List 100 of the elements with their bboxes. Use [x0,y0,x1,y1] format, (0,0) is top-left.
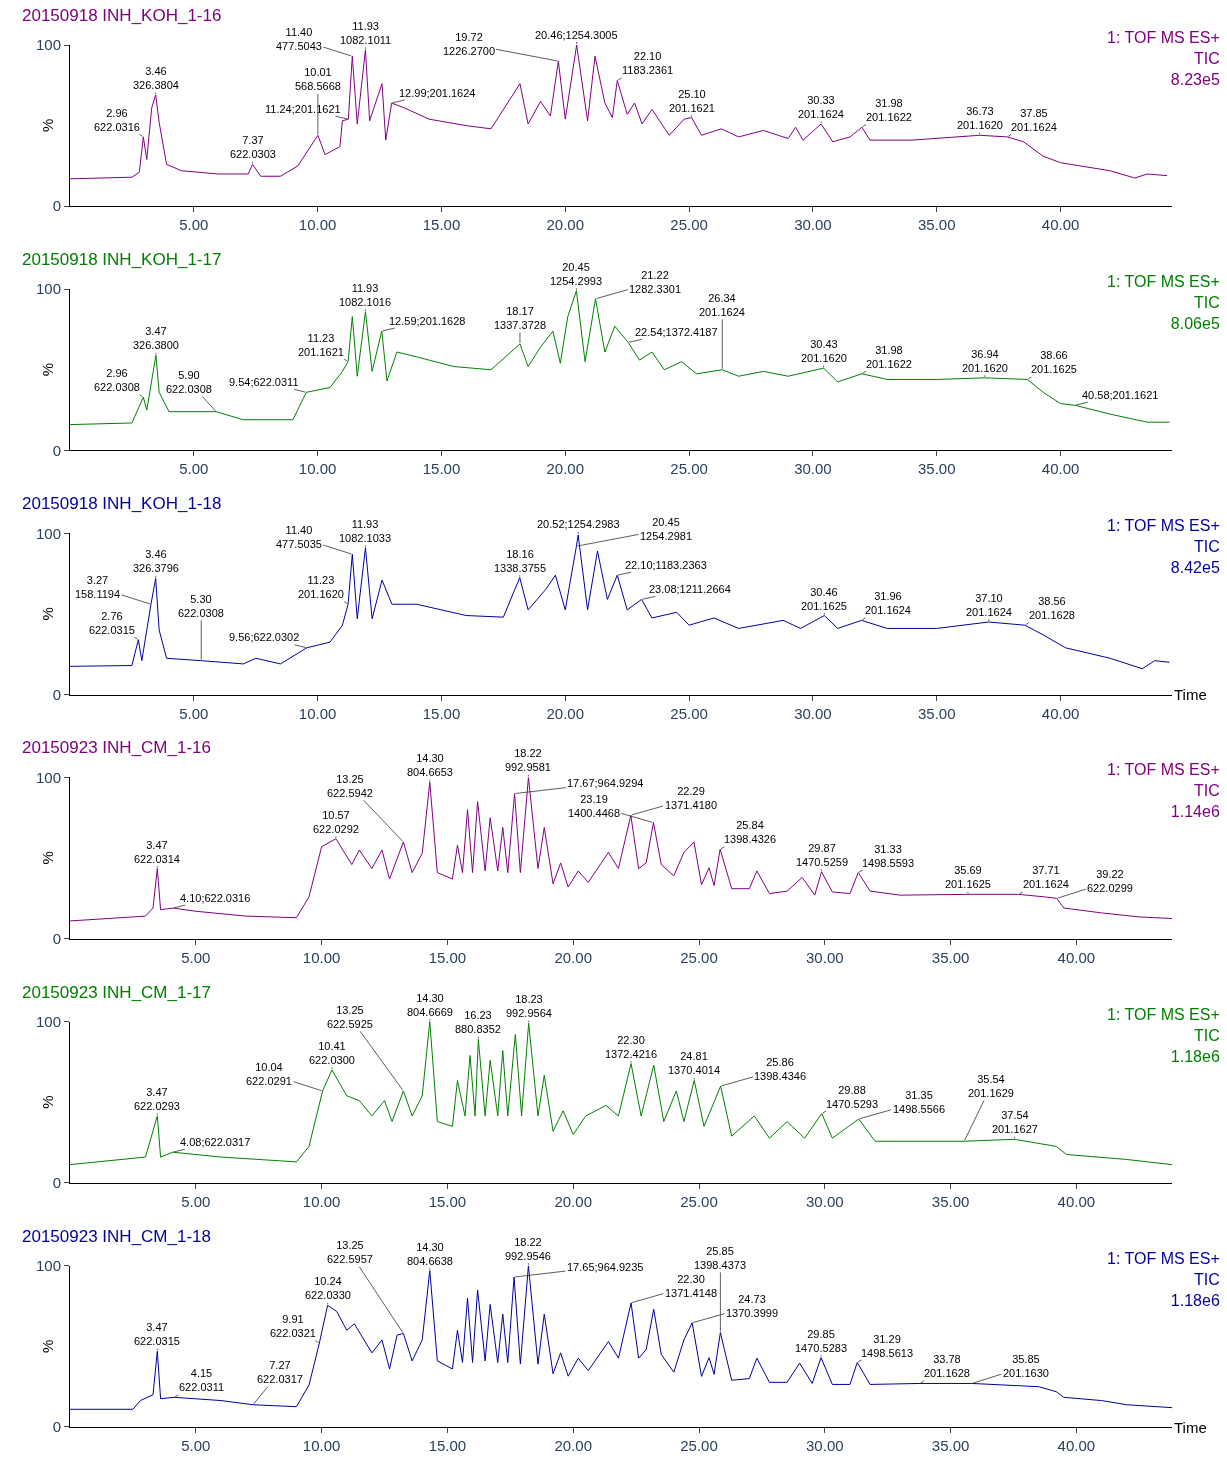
x-tick-label: 10.00 [298,460,337,478]
y-axis-title: % [39,1095,57,1109]
x-tick-label: 10.00 [302,1192,341,1210]
annotation: 36.73 201.1620 [957,105,1003,132]
x-tick-label: 5.00 [179,704,209,722]
annotation: 11.93 1082.1016 [339,282,391,309]
annotation: 37.54 201.1627 [992,1109,1038,1136]
annotation: 9.56;622.0302 [229,631,300,643]
annotation: 23.19 1400.4468 [568,793,620,820]
y-tick-label: 100 [35,36,61,54]
x-tick-label: 35.00 [931,1437,970,1454]
y-tick-label: 0 [52,929,61,947]
annotation: 20.45 1254.2993 [550,261,602,288]
annotation: 31.33 1498.5593 [862,843,914,870]
x-tick-label: 15.00 [422,460,461,478]
x-tick-label: 10.00 [298,704,337,722]
annotation: 24.81 1370.4014 [668,1050,720,1077]
annotation: 9.91 622.0321 [270,1313,316,1340]
annotation: 11.93 1082.1033 [339,518,391,545]
chart-title: 20150923 INH_CM_1-18 [22,1227,212,1246]
y-tick-label: 0 [52,197,61,215]
annotation: 25.86 1398.4346 [754,1056,806,1083]
annotation: 31.35 1498.5566 [893,1089,945,1116]
x-tick-label: 15.00 [428,1437,467,1454]
x-tick-label: 30.00 [806,948,844,966]
annotation: 1: TOF MS ES+ TIC 1.18e6 [1107,1006,1220,1065]
annotation: 14.30 804.6653 [407,752,453,779]
annotation: 31.98 201.1622 [866,97,912,124]
annotation: 18.22 992.9546 [505,1236,551,1263]
x-tick-label: 5.00 [181,948,211,966]
annotation: 25.85 1398.4373 [694,1245,746,1272]
annotation: 30.33 201.1624 [798,94,844,121]
x-tick-label: 10.00 [302,948,341,966]
annotation: 13.25 622.5957 [327,1239,373,1266]
annotation: 1: TOF MS ES+ TIC 8.42e5 [1107,517,1220,576]
annotation: 13.25 622.5942 [327,773,373,800]
x-tick-label: 35.00 [931,1192,970,1210]
x-tick-label: 40.00 [1057,1437,1096,1454]
annotation: 1: TOF MS ES+ TIC 8.23e5 [1107,29,1220,88]
x-tick-label: 5.00 [179,216,209,234]
annotation: 2.96 622.0308 [94,367,140,394]
annotation: 17.67;964.9294 [567,777,644,789]
x-tick-label: 35.00 [917,216,956,234]
annotation: 20.45 1254.2981 [640,516,692,543]
x-tick-label: 20.00 [554,1437,592,1454]
x-tick-label: 20.00 [554,948,592,966]
annotation: 24.73 1370.3999 [726,1293,778,1320]
chart-title: 20150923 INH_CM_1-17 [22,983,212,1002]
annotation: 22.54;1372.4187 [635,326,718,338]
annotation: 36.94 201.1620 [962,348,1008,375]
annotation: 3.47 622.0315 [134,1321,180,1348]
annotation: 18.22 992.9581 [505,747,551,774]
line-series [70,534,1171,670]
x-tick-label: 5.00 [181,1437,211,1454]
annotation: 31.29 1498.5613 [861,1333,913,1360]
annotation: 7.27 622.0317 [257,1359,303,1386]
chart-title: 20150918 INH_KOH_1-17 [22,250,222,269]
x-tick-label: 5.00 [181,1192,211,1210]
annotation: 39.22 622.0299 [1087,868,1133,895]
annotation: 22.10;1183.2363 [625,559,707,571]
annotation: 3.47 622.0314 [134,839,180,866]
annotation: 3.47 622.0293 [134,1086,180,1113]
x-tick-label: 30.00 [806,1437,844,1454]
annotation: 1: TOF MS ES+ TIC 1.14e6 [1107,761,1220,820]
annotation: 17.65;964.9235 [567,1261,644,1273]
x-tick-label: 25.00 [680,1437,718,1454]
x-tick-label: 15.00 [422,216,461,234]
chart-title: 20150918 INH_KOH_1-16 [22,6,222,25]
annotation: 11.23 201.1621 [298,332,344,359]
y-axis-title: % [38,607,56,621]
annotation: 10.04 622.0291 [246,1061,292,1088]
annotation: 5.30 622.0308 [178,593,224,620]
y-axis-title: % [39,1339,57,1353]
y-axis-title: % [39,851,57,865]
annotation: 26.34 201.1624 [699,292,745,319]
x-tick-label: 40.00 [1041,704,1080,722]
line-series [70,1021,1172,1166]
annotation: 29.87 1470.5259 [796,842,848,869]
annotation: 30.43 201.1620 [801,338,847,365]
x-tick-label: 35.00 [917,704,956,722]
annotation: 30.46 201.1625 [801,586,847,613]
chart-title: 20150918 INH_KOH_1-18 [22,494,222,513]
annotation: 5.90 622.0308 [166,369,212,396]
x-tick-label: 40.00 [1041,460,1080,478]
x-tick-label: 20.00 [546,460,585,478]
annotation: 4.10;622.0316 [180,892,251,904]
x-tick-label: 25.00 [670,216,708,234]
annotation: 37.10 201.1624 [966,592,1012,619]
x-axis-title: Time [1174,1419,1207,1436]
annotation: 10.24 622.0330 [305,1275,351,1302]
annotation: 16.23 880.8352 [455,1009,501,1036]
annotation: 22.29 1371.4180 [665,785,717,812]
x-tick-label: 35.00 [931,948,970,966]
annotation: 37.71 201.1624 [1023,864,1069,891]
annotation: 11.40 477.5035 [276,524,322,551]
chart-title: 20150923 INH_CM_1-16 [22,738,212,757]
x-tick-label: 40.00 [1057,1192,1096,1210]
y-tick-label: 0 [52,1174,61,1192]
x-axis-title: Time [1174,686,1207,703]
annotation: 23.08;1211.2664 [649,583,731,595]
